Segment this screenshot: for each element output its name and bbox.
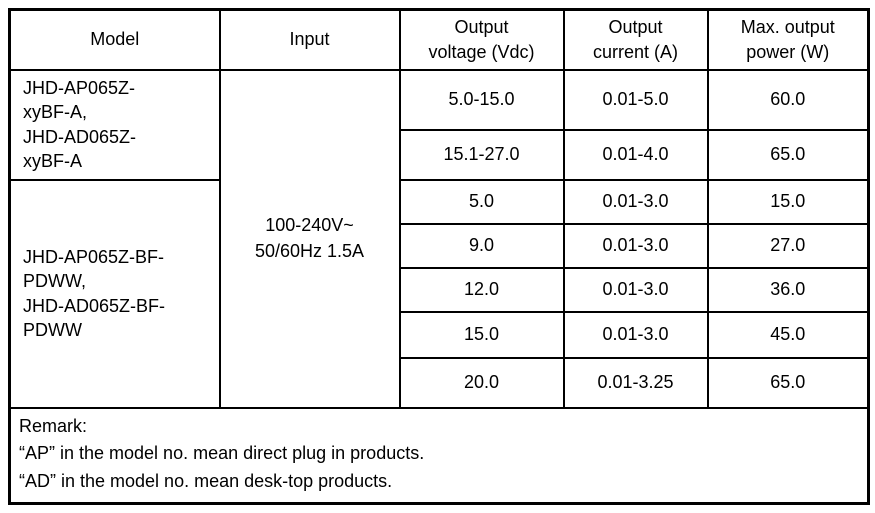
remark-row: Remark: “AP” in the model no. mean direc…	[8, 406, 870, 505]
remark-title: Remark:	[19, 415, 88, 436]
current-cell: 0.01-3.0	[562, 178, 709, 225]
model-cell-group2: JHD-AP065Z-BF- PDWW, JHD-AD065Z-BF- PDWW	[8, 178, 221, 409]
voltage-cell: 15.0	[398, 310, 565, 359]
current-cell: 0.01-3.0	[562, 222, 709, 269]
col-header-model: Model	[8, 8, 221, 71]
current-cell: 0.01-4.0	[562, 128, 709, 181]
table-row: 15.1-27.0 0.01-4.0 65.0	[10, 128, 870, 181]
input-cell: 100-240V~ 50/60Hz 1.5A	[218, 68, 401, 409]
power-cell: 65.0	[706, 356, 870, 409]
voltage-cell: 20.0	[398, 356, 565, 409]
remark-line-2: “AD” in the model no. mean desk-top prod…	[19, 471, 393, 492]
voltage-cell: 15.1-27.0	[398, 128, 565, 181]
table-row: 20.0 0.01-3.25 65.0	[10, 356, 870, 409]
current-cell: 0.01-3.25	[562, 356, 709, 409]
col-header-voltage: Output voltage (Vdc)	[398, 8, 565, 71]
table-row: 15.0 0.01-3.0 45.0	[10, 310, 870, 359]
power-cell: 65.0	[706, 128, 870, 181]
voltage-cell: 5.0	[398, 178, 565, 225]
model-cell-group1: JHD-AP065Z- xyBF-A, JHD-AD065Z- xyBF-A	[8, 68, 221, 181]
remark-line-1: “AP” in the model no. mean direct plug i…	[19, 443, 425, 464]
power-cell: 15.0	[706, 178, 870, 225]
current-cell: 0.01-3.0	[562, 266, 709, 313]
header-row: Model Input Output voltage (Vdc) Output …	[8, 8, 870, 71]
table-row: 9.0 0.01-3.0 27.0	[10, 222, 870, 269]
voltage-cell: 5.0-15.0	[398, 68, 565, 131]
voltage-cell: 9.0	[398, 222, 565, 269]
col-header-current: Output current (A)	[562, 8, 709, 71]
current-cell: 0.01-5.0	[562, 68, 709, 131]
power-cell: 45.0	[706, 310, 870, 359]
table-row: JHD-AP065Z-BF- PDWW, JHD-AD065Z-BF- PDWW…	[8, 178, 870, 409]
power-cell: 36.0	[706, 266, 870, 313]
power-cell: 60.0	[706, 68, 870, 131]
table-row: 12.0 0.01-3.0 36.0	[10, 266, 870, 313]
col-header-power: Max. output power (W)	[706, 8, 870, 71]
table-row: JHD-AP065Z- xyBF-A, JHD-AD065Z- xyBF-A 1…	[8, 68, 870, 409]
remark-cell: Remark: “AP” in the model no. mean direc…	[8, 406, 870, 505]
current-cell: 0.01-3.0	[562, 310, 709, 359]
spec-table: Model Input Output voltage (Vdc) Output …	[8, 8, 870, 506]
power-cell: 27.0	[706, 222, 870, 269]
col-header-input: Input	[218, 8, 401, 71]
voltage-cell: 12.0	[398, 266, 565, 313]
